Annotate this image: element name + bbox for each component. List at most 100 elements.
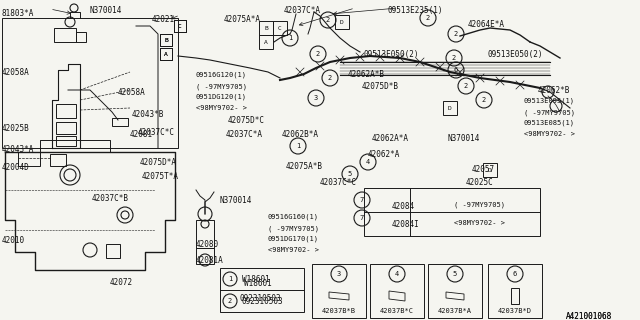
Text: 2: 2 (454, 31, 458, 37)
Text: ( -97MY9705): ( -97MY9705) (454, 202, 505, 209)
Text: 42037C*B: 42037C*B (92, 194, 129, 203)
Bar (56, 104, 76, 118)
Text: 09513E095(1): 09513E095(1) (524, 98, 575, 105)
Bar (483, 163, 497, 177)
Bar (50, 154, 66, 166)
Text: 092310503: 092310503 (242, 297, 284, 306)
Text: D: D (488, 167, 492, 172)
Text: 09513E050(2): 09513E050(2) (488, 50, 543, 59)
Text: 1: 1 (288, 35, 292, 41)
Text: 0951DG170(1): 0951DG170(1) (268, 236, 319, 243)
Text: 42037C*A: 42037C*A (226, 130, 263, 139)
Text: D: D (340, 20, 344, 25)
Text: 42075D*B: 42075D*B (362, 82, 399, 91)
Bar (112, 118, 128, 126)
Text: <98MY9702- >: <98MY9702- > (524, 131, 575, 137)
Text: <98MY9702- >: <98MY9702- > (454, 220, 505, 226)
Text: 42075A*B: 42075A*B (286, 162, 323, 171)
Text: 7: 7 (360, 215, 364, 221)
Bar (196, 220, 214, 248)
Text: 81803*A: 81803*A (2, 9, 35, 18)
Text: B: B (164, 37, 168, 43)
Text: 42037B*B: 42037B*B (322, 308, 356, 314)
Text: 092310503: 092310503 (240, 294, 282, 303)
Text: 42010: 42010 (2, 236, 25, 245)
Text: 1: 1 (228, 276, 232, 282)
Bar (220, 268, 304, 312)
Text: 7: 7 (360, 197, 364, 203)
Text: 4: 4 (395, 271, 399, 277)
Text: ( -97MY9705): ( -97MY9705) (268, 225, 319, 231)
Text: 42081: 42081 (130, 130, 153, 139)
Text: 42075T*A: 42075T*A (142, 172, 179, 181)
Bar (56, 122, 76, 134)
Text: 42084: 42084 (392, 202, 415, 211)
Text: 42037C*C: 42037C*C (138, 128, 175, 137)
Text: C: C (178, 23, 182, 28)
Text: 42058A: 42058A (2, 68, 29, 77)
Bar (196, 248, 214, 264)
Text: A421001068: A421001068 (566, 312, 612, 320)
Text: 42057: 42057 (472, 165, 495, 174)
Bar (428, 264, 482, 318)
Bar (488, 264, 542, 318)
Text: 42037C*C: 42037C*C (320, 178, 357, 187)
Text: A: A (164, 52, 168, 57)
Bar (76, 32, 86, 42)
Text: ( -97MY9705): ( -97MY9705) (196, 83, 247, 90)
Text: 42075D*C: 42075D*C (228, 116, 265, 125)
Bar (160, 48, 172, 60)
Text: 3: 3 (337, 271, 341, 277)
Text: 42081A: 42081A (196, 256, 224, 265)
Bar (364, 188, 540, 236)
Text: 3: 3 (314, 95, 318, 101)
Bar (335, 15, 349, 29)
Bar (259, 35, 273, 49)
Text: C: C (178, 23, 182, 28)
Bar (273, 21, 287, 35)
Text: ( -97MY9705): ( -97MY9705) (524, 109, 575, 116)
Text: 42072: 42072 (110, 278, 133, 287)
Text: 42037B*A: 42037B*A (438, 308, 472, 314)
Text: N370014: N370014 (220, 196, 252, 205)
Text: 42021: 42021 (152, 15, 175, 24)
Text: W18601: W18601 (244, 279, 272, 288)
Text: 42037B*D: 42037B*D (498, 308, 532, 314)
Text: 42064E*A: 42064E*A (468, 20, 505, 29)
Text: 42043*A: 42043*A (2, 145, 35, 154)
Text: N370014: N370014 (90, 6, 122, 15)
Text: W18601: W18601 (242, 275, 269, 284)
Bar (511, 288, 519, 304)
Text: 09513E235(1): 09513E235(1) (388, 6, 444, 15)
Bar (56, 136, 76, 146)
Text: 09513E085(1): 09513E085(1) (524, 120, 575, 126)
Text: 42062B*A: 42062B*A (282, 130, 319, 139)
Text: 42025C: 42025C (466, 178, 493, 187)
Bar (370, 264, 424, 318)
Text: 42062*A: 42062*A (368, 150, 401, 159)
Text: 09516G160(1): 09516G160(1) (268, 214, 319, 220)
Text: 42062A*B: 42062A*B (348, 70, 385, 79)
Text: 2: 2 (452, 55, 456, 61)
Text: 42004D: 42004D (2, 163, 29, 172)
Bar (106, 244, 120, 258)
Bar (160, 34, 172, 46)
Text: 2: 2 (464, 83, 468, 89)
Text: 2: 2 (316, 51, 320, 57)
Text: N370014: N370014 (448, 134, 481, 143)
Bar (18, 152, 40, 166)
Text: 42025B: 42025B (2, 124, 29, 133)
Bar (443, 101, 457, 115)
Text: 42080: 42080 (196, 240, 219, 249)
Bar (160, 48, 172, 60)
Text: 2: 2 (228, 298, 232, 304)
Text: 5: 5 (348, 171, 352, 177)
Text: 5: 5 (453, 271, 457, 277)
Text: 42037C*A: 42037C*A (284, 6, 321, 15)
Text: 1: 1 (296, 143, 300, 149)
Bar (259, 21, 273, 35)
Text: D: D (448, 106, 452, 110)
Bar (160, 34, 172, 46)
Bar (174, 20, 186, 32)
Text: 42062*B: 42062*B (538, 86, 570, 95)
